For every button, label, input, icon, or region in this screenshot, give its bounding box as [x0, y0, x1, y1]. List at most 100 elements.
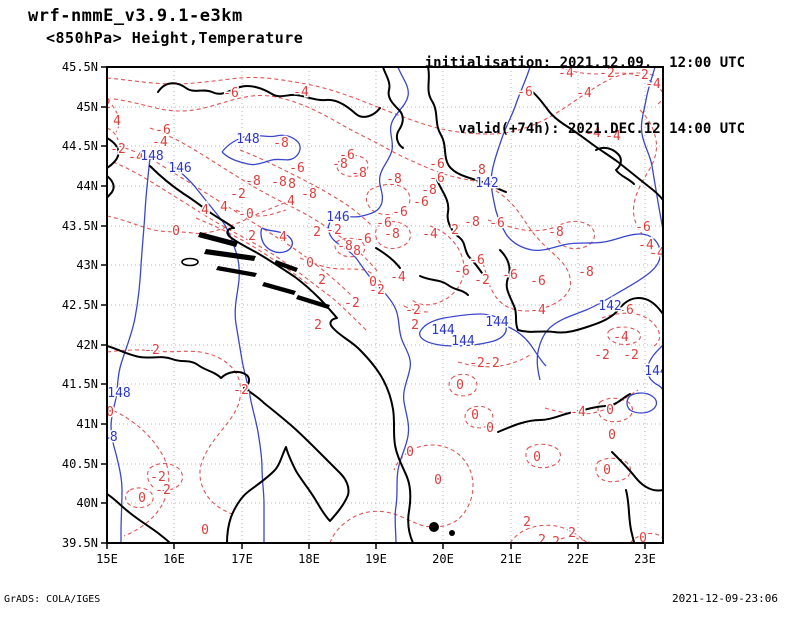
- temperature-contour-label: 0: [201, 523, 209, 538]
- temperature-contour-label: -4: [576, 86, 592, 101]
- temperature-contour-label: -4: [390, 270, 406, 285]
- temperature-contour-label: 0: [471, 408, 479, 423]
- temperature-contour-label: 8: [288, 177, 296, 192]
- temperature-contour-label: -6: [517, 85, 533, 100]
- run-info: initialisation: 2021.12.09. 12:00 UTC va…: [425, 8, 745, 184]
- temperature-contour-label: 0: [608, 428, 616, 443]
- temperature-contour-label: -4: [638, 238, 654, 253]
- temperature-contour-label: 0: [456, 378, 464, 393]
- temperature-contour-label: -2: [623, 348, 639, 363]
- temperature-contour-label: -6: [376, 216, 392, 231]
- height-contour-label: 144: [431, 323, 455, 338]
- lat-tick-label: 43.5N: [62, 219, 98, 233]
- temperature-contour-label: -8: [470, 163, 486, 178]
- temperature-contour-label: -8: [548, 225, 564, 240]
- temperature-contour-label: -8: [384, 227, 400, 242]
- lon-tick-label: 18E: [298, 552, 320, 566]
- temperature-contour-label: -4: [613, 330, 629, 345]
- temperature-contour-label: 0: [306, 256, 314, 271]
- temperature-contour-label: -2: [405, 303, 421, 318]
- temperature-contour-label: 8: [353, 244, 361, 259]
- temperature-contour-label: -6: [489, 216, 505, 231]
- lon-tick-label: 21E: [500, 552, 522, 566]
- temperature-contour-label: -2: [326, 223, 342, 238]
- temperature-contour-label: -4: [649, 246, 665, 261]
- lat-tick-label: 44N: [76, 179, 98, 193]
- lat-tick-label: 40N: [76, 496, 98, 510]
- lat-tick-label: 43N: [76, 258, 98, 272]
- temperature-contour-label: -4: [128, 150, 144, 165]
- model-title: wrf-nmmE_v3.9.1-e3km: [28, 6, 243, 26]
- temperature-contour-label: -2: [594, 348, 610, 363]
- lat-tick-label: 42.5N: [62, 298, 98, 312]
- creation-timestamp: 2021-12-09-23:06: [672, 592, 778, 605]
- temperature-contour-label: -6: [223, 86, 239, 101]
- temperature-contour-label: -6: [454, 264, 470, 279]
- temperature-contour-label: -2: [344, 296, 360, 311]
- height-contour-label: 148: [107, 386, 130, 401]
- product-title: <850hPa> Height,Temperature: [46, 29, 304, 47]
- temperature-contour-label: 4: [201, 203, 209, 218]
- temperature-contour-label: -8: [301, 187, 317, 202]
- lat-tick-label: 42N: [76, 338, 98, 352]
- temperature-contour-label: 4: [113, 114, 121, 129]
- temperature-contour-label: -6: [289, 161, 305, 176]
- temperature-contour-label: -2: [474, 273, 490, 288]
- temperature-contour-label: -6: [356, 232, 372, 247]
- height-contour-label: 148: [94, 430, 117, 445]
- temperature-contour-label: -4: [570, 405, 586, 420]
- temperature-contour-label: 2: [248, 229, 256, 244]
- lat-tick-label: 40.5N: [62, 457, 98, 471]
- temperature-contour-label: 2: [523, 515, 531, 530]
- contour-labels-layer: 24-6 -4-6-4-2-4-8-6-8 -8 8-84-24 4 -00 2 4 2-6-8…: [94, 66, 668, 543]
- temperature-contour-label: 0: [369, 275, 377, 290]
- temperature-contour-label: 2: [318, 273, 326, 288]
- lat-tick-label: 39.5N: [62, 536, 98, 550]
- temperature-contour-label: 2: [568, 526, 576, 541]
- lat-tick-label: 45.5N: [62, 60, 98, 74]
- temperature-contour-label: 2: [411, 318, 419, 333]
- temperature-contour-label: -2: [110, 142, 126, 157]
- temperature-contour-label: 0: [533, 450, 541, 465]
- latlon-gridlines: [107, 67, 663, 543]
- temperature-contours-layer: [107, 67, 663, 543]
- temperature-contour-label: -6: [413, 195, 429, 210]
- temperature-contour-label: -0: [238, 207, 254, 222]
- temperature-contour-label: -8: [578, 265, 594, 280]
- lon-tick-label: 17E: [231, 552, 253, 566]
- valid-time: valid(+74h): 2021.DEC.12 14:00 UTC: [458, 121, 745, 137]
- height-contour-label: 146: [326, 210, 349, 225]
- temperature-contour-label: 0: [486, 421, 494, 436]
- temperature-contour-label: -8: [464, 215, 480, 230]
- temperature-contour-label: 0: [172, 224, 180, 239]
- lat-tick-label: 44.5N: [62, 139, 98, 153]
- height-contour-label: 144: [644, 364, 668, 379]
- temperature-contour-label: -6: [530, 274, 546, 289]
- temperature-contour-label: -2: [369, 283, 385, 298]
- temperature-contour-label: -2: [633, 68, 649, 83]
- temperature-contour-label: -8: [351, 166, 367, 181]
- temperature-contour-label: -4: [293, 85, 309, 100]
- temperature-contour-label: 0: [106, 405, 114, 420]
- temperature-contour-label: -4: [422, 227, 438, 242]
- temperature-contour-label: -4: [645, 77, 661, 92]
- temperature-contour-label: -6: [392, 205, 408, 220]
- init-time: initialisation: 2021.12.09. 12:00 UTC: [424, 55, 745, 71]
- temperature-contour-label: -8: [386, 172, 402, 187]
- temperature-contour-label: -8: [273, 136, 289, 151]
- lat-tick-label: 41N: [76, 417, 98, 431]
- temperature-contour-label: -2: [144, 343, 160, 358]
- temperature-contour-label: 2: [103, 97, 111, 112]
- temperature-contour-label: -8: [337, 239, 353, 254]
- temperature-contour-label: 0: [98, 443, 106, 458]
- lat-tick-label: 45N: [76, 100, 98, 114]
- temperature-contour-label: 4: [220, 200, 228, 215]
- height-contour-label: 148: [236, 132, 259, 147]
- temperature-contour-label: 0: [434, 473, 442, 488]
- temperature-contour-label: 2: [313, 225, 321, 240]
- temperature-contour-label: -6: [618, 303, 634, 318]
- temperature-contour-label: -2: [599, 66, 615, 81]
- lon-tick-label: 23E: [634, 552, 656, 566]
- temperature-contour-label: -6: [469, 253, 485, 268]
